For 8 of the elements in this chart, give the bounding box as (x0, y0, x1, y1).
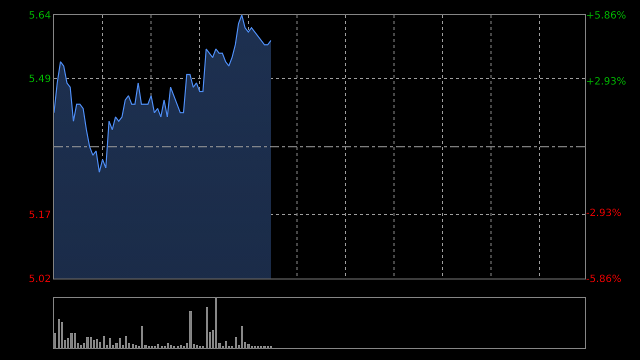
y2-tick-label: +2.93% (586, 76, 626, 88)
y-tick-label: 5.49 (28, 74, 51, 86)
y2-tick-label: -5.86% (586, 274, 622, 285)
y-tick-label: 5.17 (28, 210, 51, 222)
y-tick-label: 5.02 (28, 274, 51, 285)
y2-tick-label: +5.86% (586, 10, 626, 22)
y-tick-label: 5.64 (28, 10, 51, 22)
y2-tick-label: -2.93% (586, 208, 622, 220)
